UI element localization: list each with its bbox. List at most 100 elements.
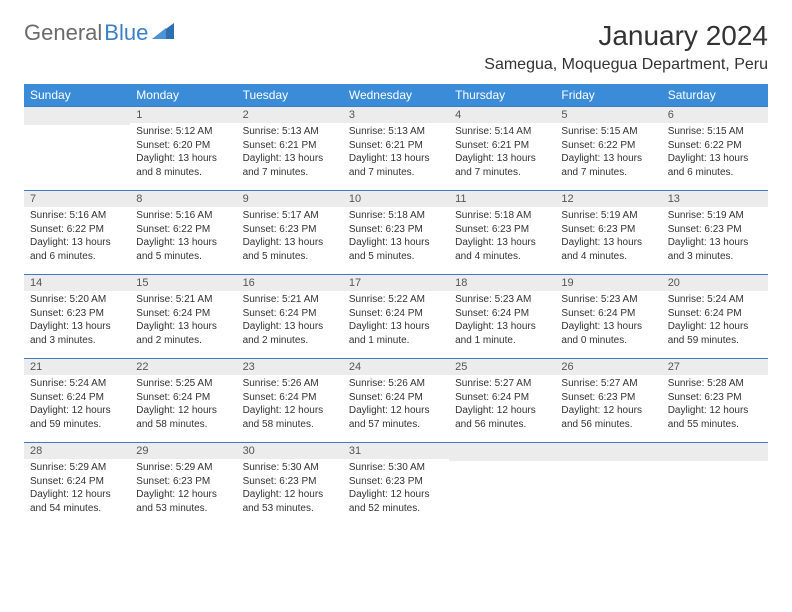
day-detail-line: and 2 minutes.: [136, 334, 230, 348]
day-details: [555, 461, 661, 467]
day-detail-line: Sunrise: 5:30 AM: [349, 461, 443, 475]
weekday-header-row: Sunday Monday Tuesday Wednesday Thursday…: [24, 84, 768, 106]
calendar-week-row: 14Sunrise: 5:20 AMSunset: 6:23 PMDayligh…: [24, 274, 768, 358]
day-detail-line: Sunset: 6:22 PM: [668, 139, 762, 153]
day-detail-line: Sunrise: 5:21 AM: [136, 293, 230, 307]
day-number: 4: [449, 106, 555, 123]
day-detail-line: Daylight: 13 hours: [243, 320, 337, 334]
day-detail-line: and 56 minutes.: [561, 418, 655, 432]
day-detail-line: Daylight: 13 hours: [136, 152, 230, 166]
day-details: Sunrise: 5:29 AMSunset: 6:24 PMDaylight:…: [24, 459, 130, 519]
day-detail-line: Sunrise: 5:13 AM: [349, 125, 443, 139]
calendar-day-cell: 8Sunrise: 5:16 AMSunset: 6:22 PMDaylight…: [130, 190, 236, 274]
day-detail-line: Sunset: 6:24 PM: [30, 391, 124, 405]
day-detail-line: and 56 minutes.: [455, 418, 549, 432]
day-detail-line: Sunrise: 5:24 AM: [668, 293, 762, 307]
day-detail-line: Daylight: 12 hours: [349, 404, 443, 418]
day-number: 20: [662, 274, 768, 291]
day-detail-line: Daylight: 13 hours: [243, 236, 337, 250]
day-detail-line: Daylight: 12 hours: [136, 488, 230, 502]
day-number: 25: [449, 358, 555, 375]
calendar-day-cell: 21Sunrise: 5:24 AMSunset: 6:24 PMDayligh…: [24, 358, 130, 442]
day-detail-line: Sunrise: 5:23 AM: [561, 293, 655, 307]
day-detail-line: and 59 minutes.: [30, 418, 124, 432]
day-details: Sunrise: 5:15 AMSunset: 6:22 PMDaylight:…: [555, 123, 661, 183]
day-number: 7: [24, 190, 130, 207]
day-details: Sunrise: 5:13 AMSunset: 6:21 PMDaylight:…: [343, 123, 449, 183]
day-number: 10: [343, 190, 449, 207]
day-detail-line: Sunrise: 5:14 AM: [455, 125, 549, 139]
day-details: Sunrise: 5:15 AMSunset: 6:22 PMDaylight:…: [662, 123, 768, 183]
calendar-day-cell: 13Sunrise: 5:19 AMSunset: 6:23 PMDayligh…: [662, 190, 768, 274]
calendar-day-cell: 16Sunrise: 5:21 AMSunset: 6:24 PMDayligh…: [237, 274, 343, 358]
day-number: 12: [555, 190, 661, 207]
day-detail-line: and 3 minutes.: [668, 250, 762, 264]
day-detail-line: Sunset: 6:24 PM: [30, 475, 124, 489]
day-detail-line: and 2 minutes.: [243, 334, 337, 348]
day-detail-line: Daylight: 12 hours: [561, 404, 655, 418]
calendar-day-cell: 11Sunrise: 5:18 AMSunset: 6:23 PMDayligh…: [449, 190, 555, 274]
day-detail-line: and 5 minutes.: [136, 250, 230, 264]
day-number: 5: [555, 106, 661, 123]
day-detail-line: Sunrise: 5:18 AM: [349, 209, 443, 223]
day-detail-line: and 3 minutes.: [30, 334, 124, 348]
day-details: Sunrise: 5:19 AMSunset: 6:23 PMDaylight:…: [662, 207, 768, 267]
day-number: 21: [24, 358, 130, 375]
day-details: Sunrise: 5:16 AMSunset: 6:22 PMDaylight:…: [24, 207, 130, 267]
day-detail-line: and 6 minutes.: [668, 166, 762, 180]
day-detail-line: Sunrise: 5:17 AM: [243, 209, 337, 223]
day-detail-line: Daylight: 13 hours: [349, 320, 443, 334]
day-detail-line: and 55 minutes.: [668, 418, 762, 432]
weekday-header: Tuesday: [237, 84, 343, 106]
day-detail-line: Daylight: 12 hours: [243, 488, 337, 502]
day-detail-line: Daylight: 13 hours: [668, 236, 762, 250]
day-number: 8: [130, 190, 236, 207]
weekday-header: Saturday: [662, 84, 768, 106]
day-number: 26: [555, 358, 661, 375]
weekday-header: Friday: [555, 84, 661, 106]
day-detail-line: Sunset: 6:21 PM: [455, 139, 549, 153]
day-detail-line: Sunset: 6:23 PM: [668, 223, 762, 237]
day-detail-line: Sunrise: 5:26 AM: [349, 377, 443, 391]
day-details: Sunrise: 5:27 AMSunset: 6:24 PMDaylight:…: [449, 375, 555, 435]
day-number: 30: [237, 442, 343, 459]
day-detail-line: Daylight: 13 hours: [561, 320, 655, 334]
day-detail-line: Daylight: 13 hours: [455, 320, 549, 334]
day-number: 11: [449, 190, 555, 207]
day-detail-line: Sunset: 6:21 PM: [349, 139, 443, 153]
day-details: Sunrise: 5:27 AMSunset: 6:23 PMDaylight:…: [555, 375, 661, 435]
day-detail-line: Daylight: 13 hours: [455, 236, 549, 250]
day-detail-line: Sunrise: 5:23 AM: [455, 293, 549, 307]
day-number: 28: [24, 442, 130, 459]
day-details: Sunrise: 5:21 AMSunset: 6:24 PMDaylight:…: [130, 291, 236, 351]
month-title: January 2024: [484, 20, 768, 52]
calendar-day-cell: 2Sunrise: 5:13 AMSunset: 6:21 PMDaylight…: [237, 106, 343, 190]
day-detail-line: Sunrise: 5:27 AM: [455, 377, 549, 391]
day-detail-line: Daylight: 12 hours: [30, 404, 124, 418]
day-details: [662, 461, 768, 467]
day-details: Sunrise: 5:29 AMSunset: 6:23 PMDaylight:…: [130, 459, 236, 519]
day-detail-line: and 1 minute.: [349, 334, 443, 348]
calendar-day-cell: 7Sunrise: 5:16 AMSunset: 6:22 PMDaylight…: [24, 190, 130, 274]
day-detail-line: Sunrise: 5:22 AM: [349, 293, 443, 307]
calendar-day-cell: 10Sunrise: 5:18 AMSunset: 6:23 PMDayligh…: [343, 190, 449, 274]
day-number: 19: [555, 274, 661, 291]
day-details: Sunrise: 5:21 AMSunset: 6:24 PMDaylight:…: [237, 291, 343, 351]
day-detail-line: and 7 minutes.: [349, 166, 443, 180]
day-detail-line: Sunset: 6:22 PM: [561, 139, 655, 153]
day-detail-line: Sunrise: 5:19 AM: [561, 209, 655, 223]
calendar-day-cell: 1Sunrise: 5:12 AMSunset: 6:20 PMDaylight…: [130, 106, 236, 190]
day-detail-line: Sunrise: 5:15 AM: [668, 125, 762, 139]
weekday-header: Sunday: [24, 84, 130, 106]
day-detail-line: Daylight: 12 hours: [30, 488, 124, 502]
day-detail-line: Sunrise: 5:29 AM: [30, 461, 124, 475]
day-detail-line: Sunrise: 5:12 AM: [136, 125, 230, 139]
day-detail-line: Sunset: 6:24 PM: [349, 307, 443, 321]
day-detail-line: Daylight: 13 hours: [30, 236, 124, 250]
day-details: Sunrise: 5:16 AMSunset: 6:22 PMDaylight:…: [130, 207, 236, 267]
day-detail-line: and 54 minutes.: [30, 502, 124, 516]
day-detail-line: Sunset: 6:23 PM: [243, 223, 337, 237]
day-number: [662, 442, 768, 461]
day-details: Sunrise: 5:23 AMSunset: 6:24 PMDaylight:…: [449, 291, 555, 351]
calendar-day-cell: 4Sunrise: 5:14 AMSunset: 6:21 PMDaylight…: [449, 106, 555, 190]
